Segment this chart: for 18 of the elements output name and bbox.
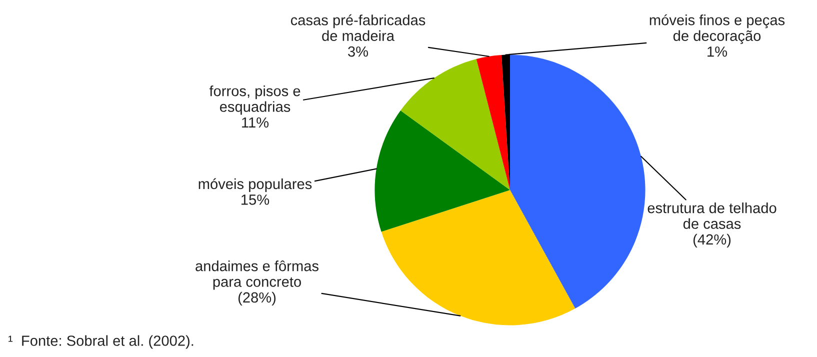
pie-slice [476,54,510,190]
data-label: 1% [708,46,728,57]
slice-label: casas pré-fabricadas de madeira [290,14,426,41]
data-label: (42%) [693,234,731,248]
text: ¹ Fonte: Sobral et al. (2002). [8,335,194,349]
slice-label: estrutura de telhado de casas [648,202,776,229]
pie-slice [510,54,646,309]
slice-label: andaimes e fôrmas para concreto [196,260,318,290]
pie-slice [381,190,576,326]
slice-label: móveis finos e peças de decoração [650,14,785,44]
slice-label: forros, pisos e esquadrias [209,85,300,115]
data-label: (28%) [238,292,276,306]
pie-slice [374,110,510,232]
data-label: 15% [242,194,270,205]
data-label: 3% [348,46,368,57]
data-label: 11% [242,117,269,128]
slice-label: móveis populares [198,178,312,192]
pie-slice [400,58,510,190]
